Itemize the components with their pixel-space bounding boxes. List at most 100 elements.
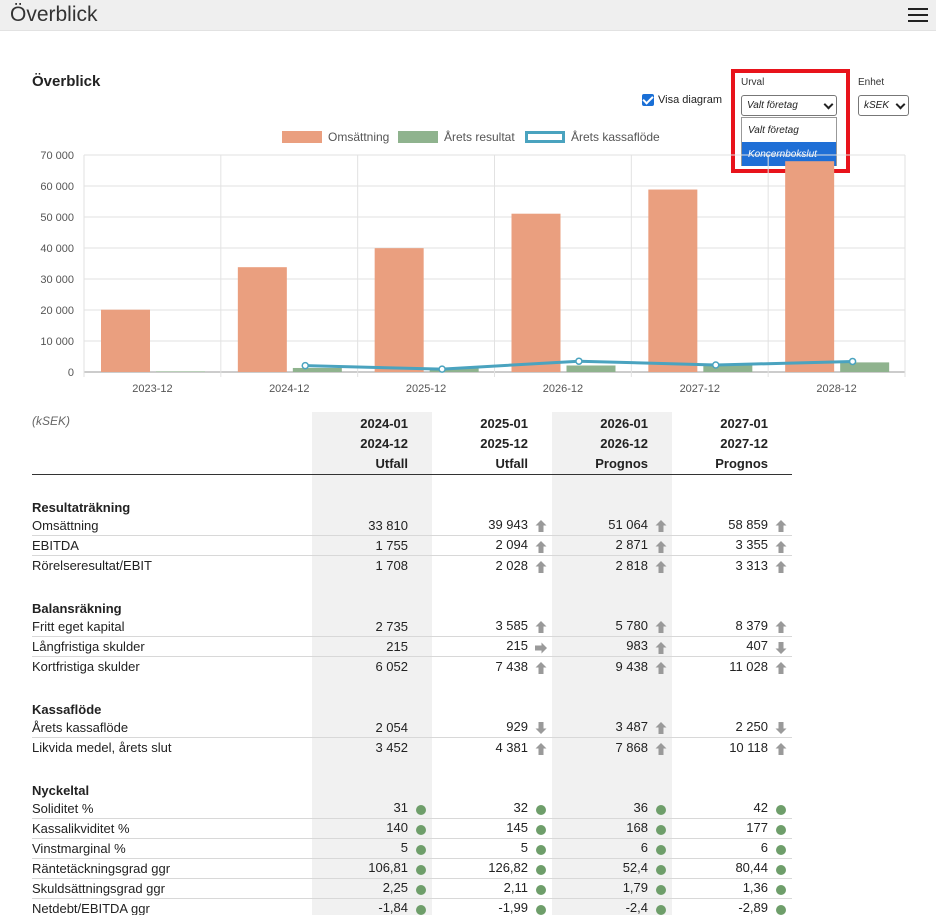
table-cell: 52,4 — [552, 858, 672, 879]
table-cell: 6 052 — [312, 656, 432, 677]
point-arets-kassaflode — [575, 357, 583, 365]
arrow-up-icon — [655, 520, 667, 533]
enhet-select-value: kSEK — [864, 100, 890, 111]
table-cell: -1,99 — [432, 898, 552, 915]
table-cell: 407 — [672, 636, 792, 657]
table-cell: 168 — [552, 818, 672, 839]
x-tick-label: 2026-12 — [543, 383, 583, 395]
arrow-down-icon — [535, 722, 547, 735]
arrow-right-icon — [535, 642, 547, 654]
row-label: Rörelseresultat/EBIT — [32, 558, 152, 574]
cell-value: 1 755 — [375, 538, 408, 553]
bar-arets-resultat — [566, 365, 616, 372]
arrow-up-icon — [655, 560, 667, 573]
arrow-up-icon — [655, 641, 667, 654]
row-label: Skuldsättningsgrad ggr — [32, 878, 312, 899]
table-cell: 7 868 — [552, 737, 672, 758]
cell-value: 6 — [760, 840, 768, 856]
status-dot-icon — [656, 845, 666, 856]
section-title: Nyckeltal — [32, 782, 90, 798]
table-cell: 1 708 — [312, 555, 432, 576]
y-tick-label: 20 000 — [40, 305, 74, 317]
table-cell: 10 118 — [672, 738, 792, 758]
cell-value: 32 — [513, 800, 528, 816]
visa-diagram-checkbox[interactable] — [642, 94, 654, 106]
table-cell: 39 943 — [432, 515, 552, 536]
table-cell: 983 — [552, 636, 672, 657]
legend-swatch — [282, 131, 322, 143]
cell-value: 215 — [386, 639, 408, 654]
bar-omsattning — [648, 189, 698, 372]
table-cell: 3 452 — [312, 737, 432, 758]
cell-value: 31 — [393, 800, 408, 816]
y-tick-label: 10 000 — [40, 336, 74, 348]
arrow-down-icon — [775, 641, 787, 654]
column-type: Utfall — [495, 456, 529, 471]
arrow-up-icon — [655, 742, 667, 755]
y-tick-label: 40 000 — [40, 243, 74, 255]
arrow-up-icon — [535, 661, 547, 674]
cell-value: 4 381 — [495, 739, 528, 755]
table-cell: -1,84 — [312, 898, 432, 915]
cell-value: -2,89 — [738, 900, 768, 915]
status-dot-icon — [416, 865, 426, 876]
bar-arets-resultat — [840, 362, 890, 372]
table-cell: 6 — [552, 838, 672, 859]
table-cell: 140 — [312, 818, 432, 839]
table-header-row: (kSEK) 2024-01 2024-12 Utfall 2025-01 2025-12… — [32, 412, 792, 475]
enhet-select[interactable]: kSEK — [858, 95, 909, 116]
table-cell: 2 871 — [552, 535, 672, 556]
table-cell: 106,81 — [312, 858, 432, 879]
page-title: Överblick — [32, 73, 101, 90]
y-tick-label: 30 000 — [40, 274, 74, 286]
overview-chart: 70 000 60 000 50 000 40 000 30 000 20 000 10 0… — [40, 150, 906, 395]
arrow-up-icon — [535, 540, 547, 553]
arrow-up-icon — [535, 520, 547, 533]
status-dot-icon — [776, 804, 786, 815]
menu-icon[interactable] — [908, 6, 930, 24]
arrow-up-icon — [775, 560, 787, 573]
urval-select[interactable]: Valt företag — [741, 95, 837, 116]
table-row: Årets kassaflöde 2 054 929 3 487 2 250 — [32, 717, 792, 738]
table-row: Soliditet % 31 32 36 42 — [32, 798, 792, 819]
bar-arets-resultat — [429, 368, 479, 372]
arrow-up-icon — [535, 560, 547, 573]
cell-value: 11 028 — [729, 658, 768, 674]
section-header-row: Balansräkning — [32, 594, 792, 617]
top-bar: Överblick — [0, 0, 936, 31]
arrow-up-icon — [655, 722, 667, 735]
table-cell: 1 755 — [312, 535, 432, 556]
cell-value: 2 054 — [375, 719, 408, 735]
table-row: Likvida medel, årets slut 3 452 4 381 7 868… — [32, 737, 792, 758]
column-from: 2024-01 — [360, 416, 408, 431]
table-cell: 3 355 — [672, 535, 792, 556]
cell-value: 3 487 — [615, 719, 648, 735]
status-dot-icon — [536, 804, 546, 815]
visa-diagram-toggle[interactable]: Visa diagram — [642, 94, 722, 106]
table-row: EBITDA 1 755 2 094 2 871 3 355 — [32, 535, 792, 556]
y-tick-label: 70 000 — [40, 150, 74, 162]
point-arets-kassaflode — [301, 361, 309, 370]
row-label: Kortfristiga skulder — [32, 659, 140, 675]
legend-item-kassaflode[interactable]: Årets kassaflöde — [525, 130, 660, 144]
table-cell: 2,11 — [432, 878, 552, 899]
table-cell: 3 487 — [552, 717, 672, 738]
legend-swatch — [525, 131, 565, 143]
section-header-row: Resultaträkning — [32, 493, 792, 516]
cell-value: 33 810 — [368, 517, 408, 533]
cell-value: 3 452 — [375, 740, 408, 756]
cell-value: 2 028 — [495, 557, 528, 573]
column-type: Prognos — [715, 456, 768, 471]
cell-value: 168 — [626, 820, 648, 836]
legend-item-resultat[interactable]: Årets resultat — [398, 130, 515, 144]
cell-value: 36 — [633, 800, 648, 816]
status-dot-icon — [776, 845, 786, 856]
legend-item-omsattning[interactable]: Omsättning — [282, 130, 389, 144]
arrow-up-icon — [655, 621, 667, 634]
status-dot-icon — [776, 905, 786, 915]
column-header: 2025-01 2025-12 Utfall — [432, 412, 552, 475]
cell-value: 3 585 — [495, 618, 528, 634]
bar-omsattning — [511, 213, 561, 372]
arrow-up-icon — [655, 540, 667, 553]
urval-option-valt-foretag[interactable]: Valt företag — [748, 124, 799, 136]
